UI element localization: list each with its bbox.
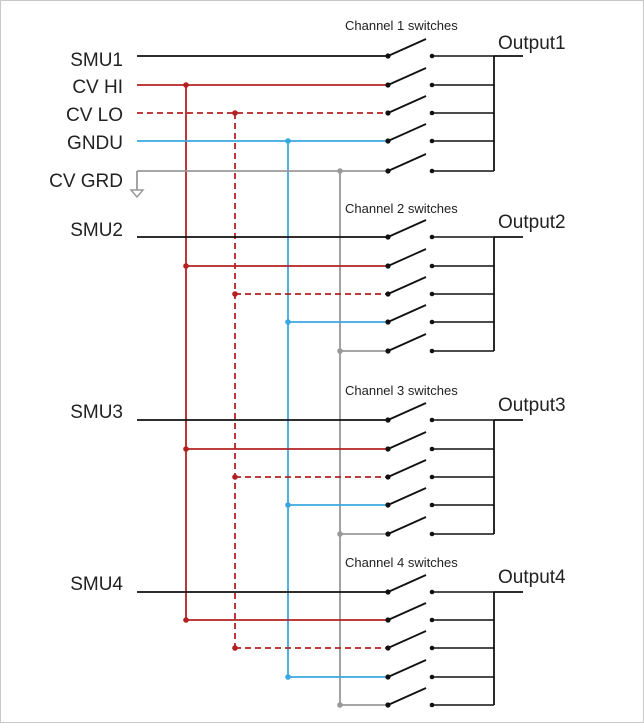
bank-4-cv-lo-junction-dot: [232, 645, 238, 651]
bank-2-switch-1-blade: [387, 219, 427, 238]
wiring-layer: [129, 38, 523, 708]
bank-4-cv-grd-junction-dot: [337, 702, 343, 708]
bank-2-title: Channel 2 switches: [345, 201, 458, 216]
bank-2-switch-3-blade: [387, 276, 427, 295]
bank-3-switch-1-blade: [387, 402, 427, 421]
bank-3-cv-hi-junction-dot: [183, 446, 189, 452]
bank-1-gndu-junction-dot: [285, 138, 291, 144]
bank-1-cv-hi-junction-dot: [183, 82, 189, 88]
smu3-label: SMU3: [70, 402, 123, 423]
bank-3-switch-4-blade: [387, 487, 427, 506]
bank-2-switch-4-blade: [387, 304, 427, 323]
bank-1-title: Channel 1 switches: [345, 18, 458, 33]
bank-2-cv-grd-junction-dot: [337, 348, 343, 354]
gndu-label: GNDU: [67, 133, 123, 154]
bank-3-switch-3-blade: [387, 459, 427, 478]
cv-grd-label: CV GRD: [49, 171, 123, 192]
bank-4-switch-5-blade: [387, 687, 427, 706]
output-3-label: Output3: [498, 395, 566, 416]
bank-1-switch-2-blade: [387, 67, 427, 86]
smu1-label: SMU1: [70, 50, 123, 71]
bank-3-cv-grd-junction-dot: [337, 531, 343, 537]
bank-1-switch-5-blade: [387, 153, 427, 172]
bank-3-switch-5-blade: [387, 516, 427, 535]
bank-4-switch-1-blade: [387, 574, 427, 593]
bank-2-switch-5-blade: [387, 333, 427, 352]
bank-1-switch-3-blade: [387, 95, 427, 114]
bank-4-switch-3-blade: [387, 630, 427, 649]
bank-4-gndu-junction-dot: [285, 674, 291, 680]
ground-icon: [129, 189, 145, 199]
cv-hi-label: CV HI: [72, 77, 123, 98]
bank-3-title: Channel 3 switches: [345, 383, 458, 398]
bank-4-cv-hi-junction-dot: [183, 617, 189, 623]
bank-1-cv-grd-junction-dot: [337, 168, 343, 174]
bank-2-cv-hi-junction-dot: [183, 263, 189, 269]
output-1-label: Output1: [498, 33, 566, 54]
smu2-label: SMU2: [70, 220, 123, 241]
output-4-label: Output4: [498, 567, 566, 588]
bank-3-cv-lo-junction-dot: [232, 474, 238, 480]
bank-4-switch-2-blade: [387, 602, 427, 621]
bank-1-cv-lo-junction-dot: [232, 110, 238, 116]
bank-2-switch-2-blade: [387, 248, 427, 267]
output-2-label: Output2: [498, 212, 566, 233]
bank-3-switch-2-blade: [387, 431, 427, 450]
bank-2-gndu-junction-dot: [285, 319, 291, 325]
cv-lo-label: CV LO: [66, 105, 123, 126]
smu4-label: SMU4: [70, 574, 123, 595]
bank-1-switch-1-blade: [387, 38, 427, 57]
bank-2-cv-lo-junction-dot: [232, 291, 238, 297]
bank-4-switch-4-blade: [387, 659, 427, 678]
bank-4-title: Channel 4 switches: [345, 555, 458, 570]
bank-1-switch-4-blade: [387, 123, 427, 142]
bank-3-gndu-junction-dot: [285, 502, 291, 508]
